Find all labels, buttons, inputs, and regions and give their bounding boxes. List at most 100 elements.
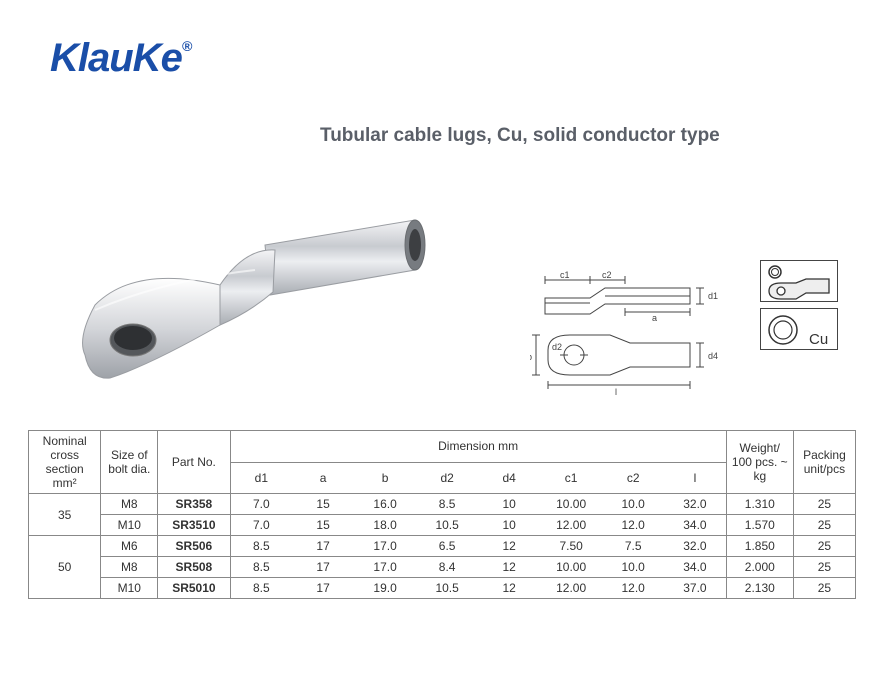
hdr-l: l: [664, 462, 726, 494]
brand-logo: KlauKe®: [50, 36, 191, 81]
cu-icon: Cu: [760, 308, 838, 350]
cell-a: 15: [292, 494, 354, 515]
table-row: M10SR50108.51719.010.51212.0012.037.02.1…: [29, 578, 856, 599]
hdr-weight: Weight/ 100 pcs. ~ kg: [726, 431, 793, 494]
cell-d1: 7.0: [230, 515, 292, 536]
hdr-dimension: Dimension mm: [230, 431, 726, 463]
cell-pack: 25: [793, 578, 855, 599]
hdr-d2: d2: [416, 462, 478, 494]
cell-d1: 8.5: [230, 557, 292, 578]
hdr-packing: Packing unit/pcs: [793, 431, 855, 494]
cell-a: 17: [292, 557, 354, 578]
cell-a: 17: [292, 536, 354, 557]
cell-l: 34.0: [664, 557, 726, 578]
hdr-d1: d1: [230, 462, 292, 494]
dimension-diagram: c1 c2 a d1 b d2 d4 l: [530, 270, 730, 400]
cell-b: 17.0: [354, 557, 416, 578]
cell-l: 32.0: [664, 536, 726, 557]
label-l: l: [615, 387, 617, 397]
cell-d4: 12: [478, 536, 540, 557]
table-row: M10SR35107.01518.010.51012.0012.034.01.5…: [29, 515, 856, 536]
label-b: b: [530, 352, 532, 362]
hdr-a: a: [292, 462, 354, 494]
cell-bolt: M8: [101, 494, 158, 515]
cell-weight: 1.850: [726, 536, 793, 557]
label-a: a: [652, 313, 657, 323]
cell-d1: 8.5: [230, 536, 292, 557]
brand-name: KlauKe: [50, 36, 182, 80]
cell-b: 19.0: [354, 578, 416, 599]
cell-d2: 8.4: [416, 557, 478, 578]
cell-a: 15: [292, 515, 354, 536]
product-photo: [65, 190, 435, 390]
cell-c1: 12.00: [540, 515, 602, 536]
table-row: M8SR5088.51717.08.41210.0010.034.02.0002…: [29, 557, 856, 578]
cell-part: SR508: [158, 557, 230, 578]
hdr-bolt: Size of bolt dia.: [101, 431, 158, 494]
cell-part: SR358: [158, 494, 230, 515]
cell-c2: 10.0: [602, 557, 664, 578]
hdr-nominal: Nominal cross section mm²: [29, 431, 101, 494]
cell-weight: 1.570: [726, 515, 793, 536]
cell-l: 37.0: [664, 578, 726, 599]
cu-label: Cu: [809, 331, 828, 348]
cell-c1: 12.00: [540, 578, 602, 599]
cell-d4: 10: [478, 515, 540, 536]
cell-c2: 10.0: [602, 494, 664, 515]
hdr-b: b: [354, 462, 416, 494]
cell-c1: 10.00: [540, 494, 602, 515]
cell-d2: 10.5: [416, 515, 478, 536]
cell-d1: 7.0: [230, 494, 292, 515]
cell-c2: 12.0: [602, 578, 664, 599]
cell-d4: 12: [478, 578, 540, 599]
cell-pack: 25: [793, 536, 855, 557]
hdr-d4: d4: [478, 462, 540, 494]
cell-pack: 25: [793, 494, 855, 515]
icon-pair: Cu: [760, 260, 840, 356]
cell-d1: 8.5: [230, 578, 292, 599]
label-d2: d2: [552, 342, 562, 352]
cell-nominal: 35: [29, 494, 101, 536]
cell-c1: 10.00: [540, 557, 602, 578]
cell-pack: 25: [793, 557, 855, 578]
cell-d2: 10.5: [416, 578, 478, 599]
hdr-c1: c1: [540, 462, 602, 494]
cell-pack: 25: [793, 515, 855, 536]
registered-mark: ®: [182, 38, 191, 54]
cell-a: 17: [292, 578, 354, 599]
cell-b: 16.0: [354, 494, 416, 515]
cell-b: 17.0: [354, 536, 416, 557]
page-title: Tubular cable lugs, Cu, solid conductor …: [320, 125, 720, 147]
cell-part: SR5010: [158, 578, 230, 599]
cell-weight: 2.130: [726, 578, 793, 599]
label-d1: d1: [708, 291, 718, 301]
cell-part: SR506: [158, 536, 230, 557]
cell-c2: 7.5: [602, 536, 664, 557]
spec-table: Nominal cross section mm² Size of bolt d…: [28, 430, 856, 599]
cell-d2: 8.5: [416, 494, 478, 515]
hdr-part: Part No.: [158, 431, 230, 494]
cell-d4: 10: [478, 494, 540, 515]
table-row: 35M8SR3587.01516.08.51010.0010.032.01.31…: [29, 494, 856, 515]
label-c2: c2: [602, 270, 612, 280]
cell-bolt: M10: [101, 578, 158, 599]
cell-weight: 1.310: [726, 494, 793, 515]
cell-nominal: 50: [29, 536, 101, 599]
hdr-c2: c2: [602, 462, 664, 494]
cell-d2: 6.5: [416, 536, 478, 557]
cell-l: 34.0: [664, 515, 726, 536]
cell-part: SR3510: [158, 515, 230, 536]
cell-bolt: M10: [101, 515, 158, 536]
cell-weight: 2.000: [726, 557, 793, 578]
cell-c1: 7.50: [540, 536, 602, 557]
cell-bolt: M6: [101, 536, 158, 557]
cell-b: 18.0: [354, 515, 416, 536]
cell-d4: 12: [478, 557, 540, 578]
cell-c2: 12.0: [602, 515, 664, 536]
table-row: 50M6SR5068.51717.06.5127.507.532.01.8502…: [29, 536, 856, 557]
crimp-icon: [760, 260, 838, 302]
cell-bolt: M8: [101, 557, 158, 578]
table-body: 35M8SR3587.01516.08.51010.0010.032.01.31…: [29, 494, 856, 599]
cell-l: 32.0: [664, 494, 726, 515]
label-d4: d4: [708, 351, 718, 361]
